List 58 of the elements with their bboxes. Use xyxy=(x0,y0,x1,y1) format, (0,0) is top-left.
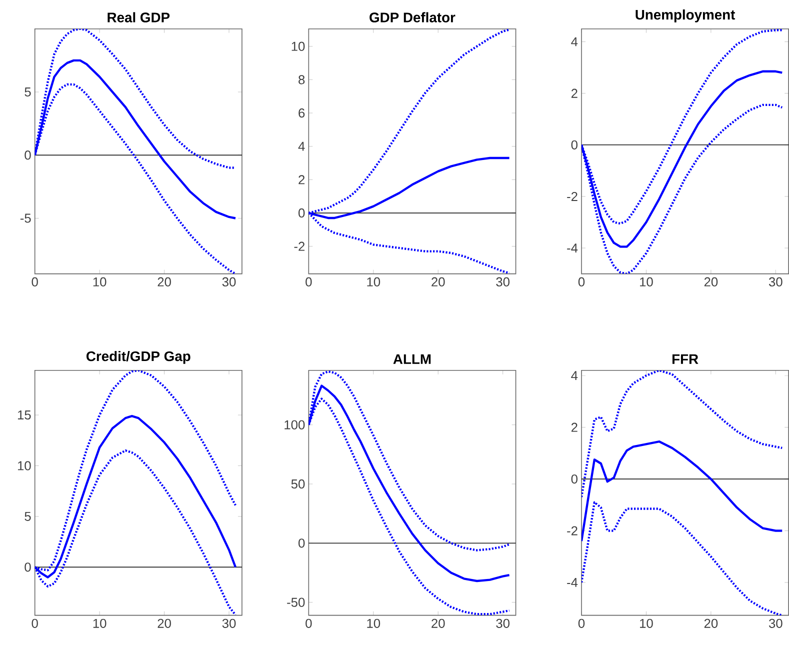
x-tick-label: 20 xyxy=(704,277,718,286)
y-tick-label: 15 xyxy=(18,410,31,420)
y-tick-label: -50 xyxy=(287,598,305,607)
x-tick-label: 0 xyxy=(578,277,585,286)
x-tick-label: 30 xyxy=(768,277,782,286)
x-tick-label: 10 xyxy=(640,618,653,628)
y-tick-label: 4 xyxy=(571,371,578,380)
x-tick-label: 30 xyxy=(222,277,236,286)
x-tick-label: 30 xyxy=(496,277,510,286)
y-tick-label: 0 xyxy=(571,474,578,484)
y-tick-label: 2 xyxy=(298,175,305,184)
x-tick-label: 0 xyxy=(32,277,38,286)
y-tick-label: 8 xyxy=(298,75,305,84)
x-tick-label: 10 xyxy=(367,277,380,286)
y-tick-label: 0 xyxy=(298,538,305,548)
y-tick-label: -5 xyxy=(20,214,31,223)
x-tick-label: 20 xyxy=(158,277,171,286)
y-tick-label: 100 xyxy=(284,420,305,430)
y-tick-label: 5 xyxy=(24,512,31,521)
y-tick-label: 0 xyxy=(24,562,31,572)
y-tick-label: 2 xyxy=(571,88,578,98)
y-tick-label: -4 xyxy=(567,243,578,252)
chart-title: Credit/GDP Gap xyxy=(86,350,190,364)
x-tick-label: 0 xyxy=(306,618,312,628)
y-tick-label: -4 xyxy=(567,578,578,587)
x-tick-label: 0 xyxy=(306,277,312,286)
x-tick-label: 30 xyxy=(222,618,236,628)
y-tick-label: -2 xyxy=(294,242,305,251)
x-tick-label: 20 xyxy=(432,277,445,286)
y-tick-label: 10 xyxy=(292,42,305,51)
y-tick-label: 50 xyxy=(291,479,305,488)
x-tick-label: 20 xyxy=(432,618,445,628)
x-tick-label: 10 xyxy=(367,618,380,628)
x-tick-label: 0 xyxy=(32,618,38,628)
chart-title: GDP Deflator xyxy=(370,12,456,22)
x-tick-label: 10 xyxy=(640,277,653,286)
x-tick-label: 20 xyxy=(704,618,718,628)
x-tick-label: 30 xyxy=(496,618,510,628)
chart-title: Unemployment xyxy=(636,9,736,22)
y-tick-label: 4 xyxy=(298,142,305,151)
y-tick-label: 10 xyxy=(18,461,31,470)
chart-title: Real GDP xyxy=(108,12,170,22)
y-tick-label: 0 xyxy=(298,208,305,218)
x-tick-label: 20 xyxy=(158,618,171,628)
y-tick-label: 2 xyxy=(571,422,578,432)
x-tick-label: 10 xyxy=(93,618,106,628)
chart-title: FFR xyxy=(672,354,698,364)
y-tick-label: -2 xyxy=(567,192,578,201)
x-tick-label: 10 xyxy=(93,277,106,286)
y-tick-label: -2 xyxy=(567,526,578,536)
x-tick-label: 30 xyxy=(768,618,782,628)
chart-title: ALLM xyxy=(393,354,431,364)
x-tick-label: 0 xyxy=(578,618,585,628)
y-tick-label: 0 xyxy=(24,150,31,160)
y-tick-label: 4 xyxy=(571,37,578,46)
y-tick-label: 6 xyxy=(298,108,305,118)
y-tick-label: 0 xyxy=(571,140,578,150)
y-tick-label: 5 xyxy=(24,87,31,96)
